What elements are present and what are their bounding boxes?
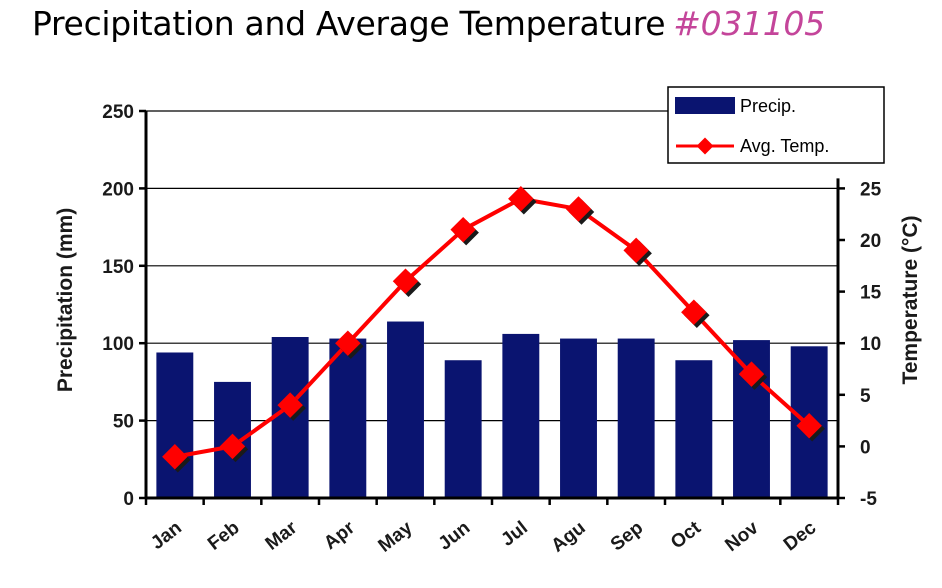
- y-axis-label: Precipitation (mm): [54, 208, 77, 392]
- y2-axis-label: Temperature (°C): [899, 215, 922, 384]
- y-tick-label: 100: [102, 334, 134, 355]
- x-tick-label: Jan: [147, 517, 186, 554]
- precip-bar: [329, 338, 367, 498]
- x-tick-label: Sep: [607, 517, 647, 555]
- precip-bar: [502, 333, 540, 498]
- y-tick-label: 250: [102, 102, 134, 123]
- legend-temp-marker: [696, 137, 714, 155]
- y2-tick-label: 5: [860, 386, 871, 407]
- x-tick-label: Oct: [667, 517, 705, 553]
- temp-marker: [335, 330, 361, 356]
- y2-tick-label: 15: [860, 283, 882, 304]
- legend-temp-label: Avg. Temp.: [740, 136, 829, 156]
- y-tick-label: 200: [102, 179, 134, 200]
- legend-precip-label: Precip.: [740, 96, 796, 116]
- y-tick-label: 150: [102, 257, 134, 278]
- x-tick-label: May: [375, 517, 417, 557]
- x-tick-label: Jul: [497, 517, 532, 550]
- x-tick-label: Agu: [548, 517, 590, 556]
- x-tick-label: Feb: [204, 517, 244, 554]
- precip-bar: [387, 321, 424, 498]
- y2-tick-label: 10: [860, 334, 881, 355]
- precip-bar: [156, 352, 194, 498]
- y2-tick-label: 0: [860, 437, 871, 458]
- chart-title: Precipitation and Average Temperature #03…: [32, 4, 825, 43]
- x-tick-label: Dec: [780, 517, 821, 555]
- temp-line: [174, 196, 811, 459]
- legend: Precip. Avg. Temp.: [667, 86, 885, 164]
- temp-marker: [277, 392, 303, 418]
- temp-marker: [219, 433, 246, 460]
- title-main: Precipitation and Average Temperature: [32, 4, 666, 43]
- legend-precip-swatch: [675, 97, 735, 114]
- y2-tick-label: 25: [860, 179, 882, 200]
- x-tick-label: Apr: [320, 517, 359, 554]
- x-tick-label: Jun: [435, 517, 475, 554]
- y2-tick-label: -5: [860, 489, 877, 510]
- precip-bar: [444, 360, 482, 498]
- title-tag: #031105: [673, 4, 825, 43]
- temp-marker: [623, 237, 649, 264]
- temp-marker: [738, 361, 765, 387]
- temp-marker: [796, 413, 822, 439]
- x-tick-label: Mar: [262, 517, 302, 555]
- y-tick-label: 50: [113, 412, 134, 433]
- precip-bars: [156, 321, 828, 498]
- precip-bar: [560, 338, 597, 498]
- y2-tick-label: 20: [860, 231, 881, 252]
- axes: [139, 109, 845, 505]
- precip-bar: [617, 338, 655, 498]
- temp-marker: [450, 216, 476, 243]
- x-tick-label: Nov: [721, 517, 763, 556]
- temp-marker: [392, 268, 419, 295]
- temperature-line: [162, 185, 825, 473]
- temp-marker: [565, 196, 592, 222]
- temp-marker: [162, 443, 188, 470]
- precip-bar: [675, 360, 713, 498]
- temp-marker: [681, 299, 707, 325]
- y-tick-label: 0: [123, 489, 134, 510]
